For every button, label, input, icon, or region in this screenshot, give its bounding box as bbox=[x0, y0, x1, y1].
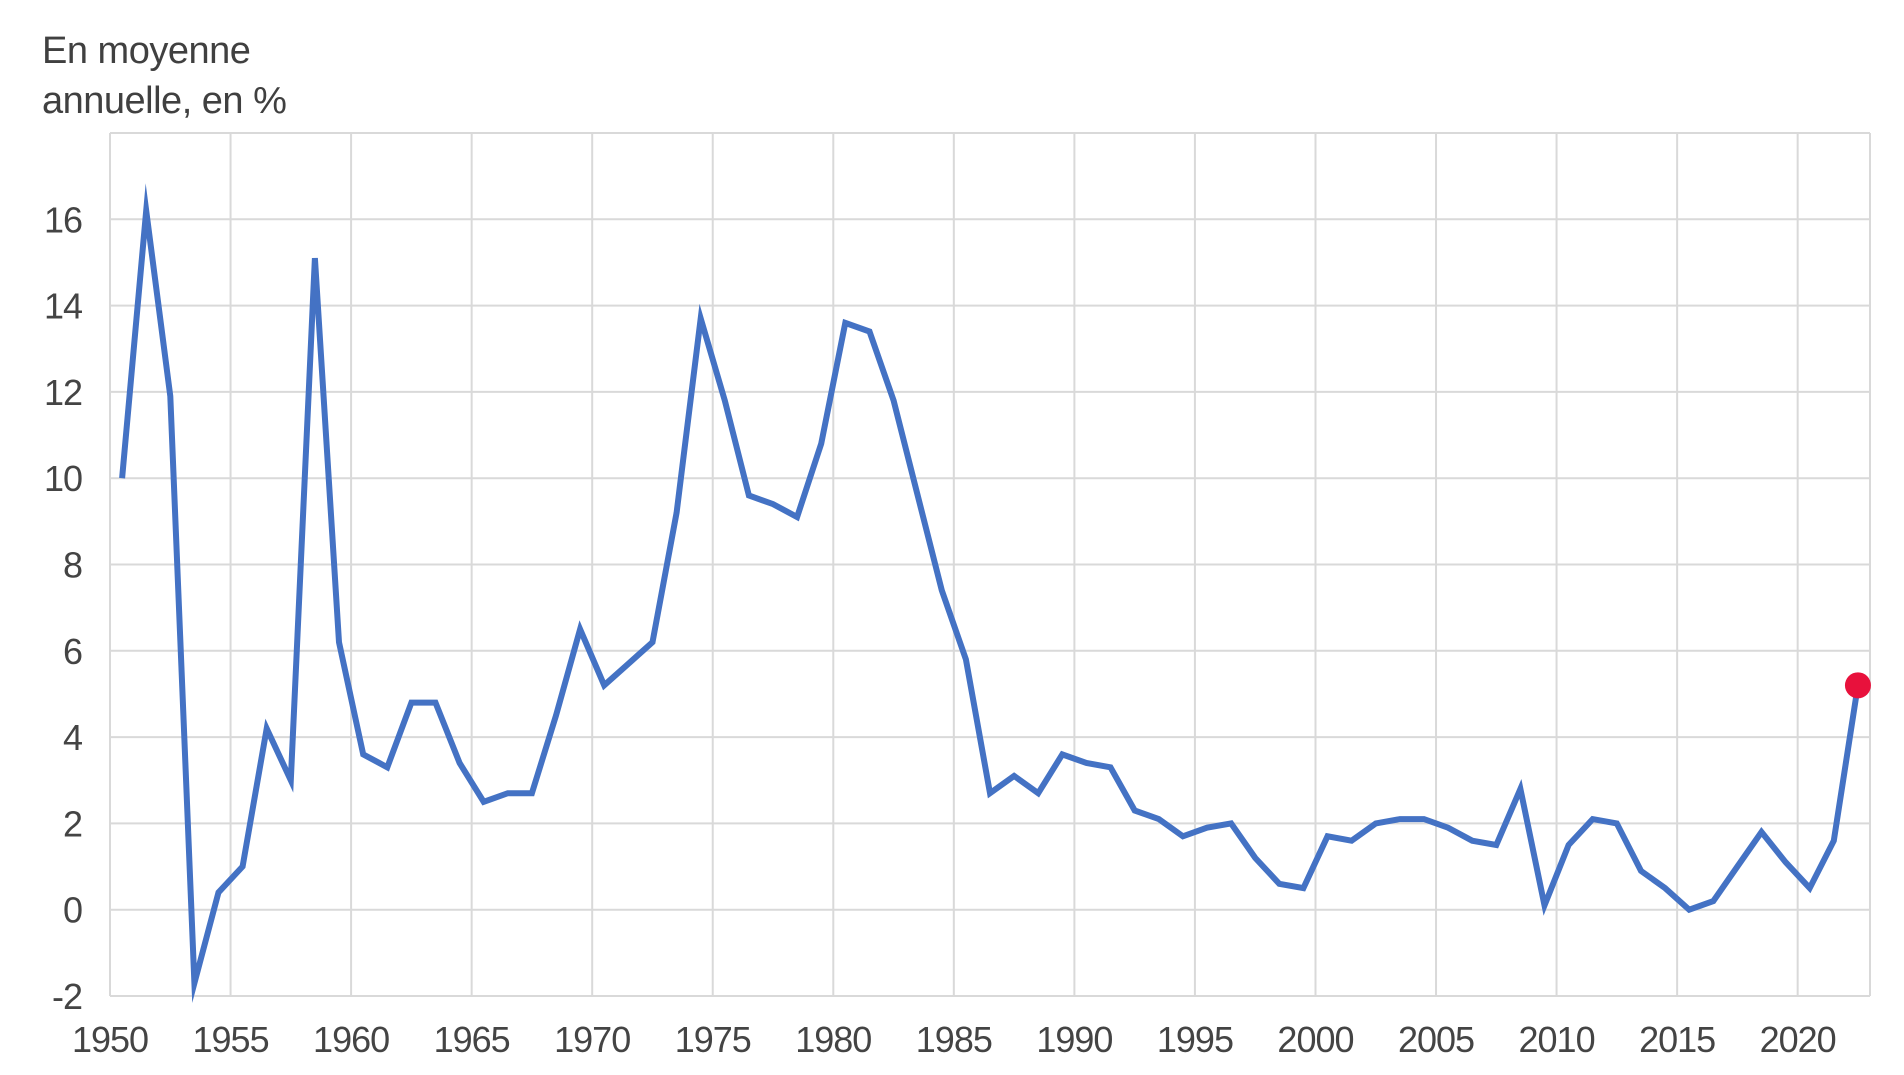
y-tick-label: 14 bbox=[44, 286, 82, 327]
x-tick-label: 1965 bbox=[434, 1019, 510, 1060]
x-tick-labels: 1950 1955 1960 1965 1970 1975 1980 1985 1990 1995… bbox=[72, 1019, 1837, 1060]
x-tick-label: 1975 bbox=[675, 1019, 751, 1060]
x-tick-label: 2005 bbox=[1398, 1019, 1474, 1060]
y-tick-label: 12 bbox=[44, 372, 82, 413]
x-tick-label: 1990 bbox=[1036, 1019, 1112, 1060]
y-axis-title: En moyenne annuelle, en % bbox=[42, 30, 287, 122]
x-tick-label: 1955 bbox=[193, 1019, 269, 1060]
y-tick-label: 8 bbox=[63, 545, 82, 586]
x-tick-label: 2000 bbox=[1277, 1019, 1353, 1060]
x-tick-label: 2010 bbox=[1519, 1019, 1595, 1060]
y-tick-label: -2 bbox=[52, 976, 82, 1017]
x-tick-label: 1995 bbox=[1157, 1019, 1233, 1060]
x-tick-label: 1970 bbox=[554, 1019, 630, 1060]
x-tick-label: 1960 bbox=[313, 1019, 389, 1060]
last-point-marker bbox=[1844, 672, 1871, 699]
y-tick-label: 4 bbox=[63, 717, 82, 758]
x-tick-label: 2020 bbox=[1760, 1019, 1836, 1060]
y-tick-label: 6 bbox=[63, 631, 82, 672]
vertical-gridlines bbox=[109, 133, 1871, 996]
y-tick-label: 16 bbox=[44, 199, 82, 240]
series-group bbox=[119, 183, 1871, 1004]
y-tick-label: 10 bbox=[44, 458, 82, 499]
y-tick-label: 0 bbox=[63, 890, 82, 931]
x-tick-label: 1980 bbox=[795, 1019, 871, 1060]
x-tick-label: 1950 bbox=[72, 1019, 148, 1060]
x-tick-label: 1985 bbox=[916, 1019, 992, 1060]
y-tick-labels: -2 0 2 4 6 8 10 12 14 16 bbox=[44, 199, 83, 1017]
horizontal-gridlines bbox=[110, 132, 1870, 997]
y-tick-label: 2 bbox=[63, 803, 82, 844]
series-line bbox=[119, 183, 1861, 1004]
x-tick-label: 2015 bbox=[1639, 1019, 1715, 1060]
